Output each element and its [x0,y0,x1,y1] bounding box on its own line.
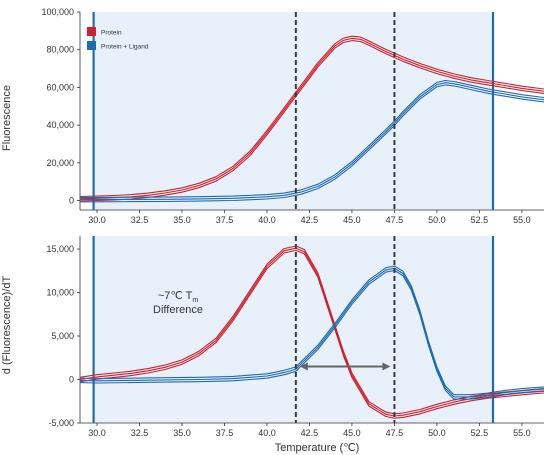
top-y-tick-label: 100,000 [41,7,74,17]
top-x-tick-label: 47.5 [386,215,404,225]
bottom-x-tick-label: 32.5 [131,428,149,438]
bottom-series-protein-ligand-line [79,265,544,396]
top-x-tick-label: 37.5 [216,215,234,225]
bottom-series-protein-line [79,245,544,415]
bottom-x-tick-label: 45.0 [343,428,361,438]
bottom-x-tick-label: 47.5 [386,428,404,438]
legend-label-protein-ligand: Protein + Ligand [101,44,149,51]
top-series-protein-ligand-line [80,84,544,203]
top-x-tick-label: 30.0 [88,215,106,225]
fluorescence-panel: 0 20,000 40,000 60,000 80,000 100,000 30.0 32.5… [41,7,544,225]
bottom-x-tick-label: 55.0 [513,428,531,438]
x-axis-label: Temperature (℃) [275,442,360,454]
top-y-tick-label: 20,000 [46,158,74,168]
annotation-line1: ~7℃ Tm [158,290,198,304]
bottom-x-tick-label: 40.0 [258,428,276,438]
top-series-protein-line [79,40,544,202]
bottom-y-tick-label: -5,000 [48,418,74,428]
top-y-tick-label: 60,000 [46,82,74,92]
bottom-y-axis-label: d (Fluorescence)/dT [1,276,13,375]
bottom-series-protein-ligand-line [79,269,544,400]
bottom-y-tick-label: 5,000 [51,331,74,341]
bottom-x-tick-label: 52.5 [471,428,489,438]
legend-label-protein: Protein [101,30,122,37]
top-x-tick-label: 52.5 [471,215,489,225]
top-shaded-region [93,12,494,210]
tm-difference-arrow-left-head [299,362,308,371]
top-series-protein-line [79,37,544,200]
bottom-x-tick-label: 42.5 [301,428,319,438]
bottom-y-tick-label: 15,000 [46,244,74,254]
top-x-tick-label: 35.0 [173,215,191,225]
top-x-tick-label: 50.0 [428,215,446,225]
top-x-tick-label: 55.0 [513,215,531,225]
top-y-tick-label: 80,000 [46,45,74,55]
bottom-y-tick-label: 10,000 [46,288,74,298]
annotation-line2: Difference [153,304,203,316]
legend: Protein Protein + Ligand [87,27,149,51]
bottom-x-tick-label: 30.0 [88,428,106,438]
bottom-series-protein-line [79,247,544,417]
derivative-panel: -5,000 0 5,000 10,000 15,000 30.0 32.5 35.0 37.5… [46,236,544,438]
top-x-tick-label: 45.0 [343,215,361,225]
bottom-x-tick-label: 50.0 [428,428,446,438]
top-x-tick-label: 42.5 [301,215,319,225]
tm-difference-arrow-right-head [382,362,391,371]
top-x-tick-label: 32.5 [131,215,149,225]
top-series-protein-ligand-line [80,82,544,201]
bottom-y-tick-label: 0 [69,375,74,385]
bottom-x-tick-label: 37.5 [216,428,234,438]
tm-annotation: ~7℃ Tm Difference [153,290,203,316]
top-y-tick-label: 40,000 [46,120,74,130]
bottom-series-protein-ligand-line [79,267,544,398]
bottom-x-tick-label: 35.0 [173,428,191,438]
legend-swatch-protein [87,27,96,36]
bottom-series-protein-line [79,249,544,419]
bottom-shaded-region [93,236,494,423]
top-y-tick-label: 0 [69,196,74,206]
top-y-axis-label: Fluorescence [1,85,13,151]
top-series-protein-line [79,35,544,198]
top-x-tick-label: 40.0 [258,215,276,225]
top-series-protein-ligand-line [80,79,544,198]
legend-swatch-protein-ligand [87,41,96,50]
